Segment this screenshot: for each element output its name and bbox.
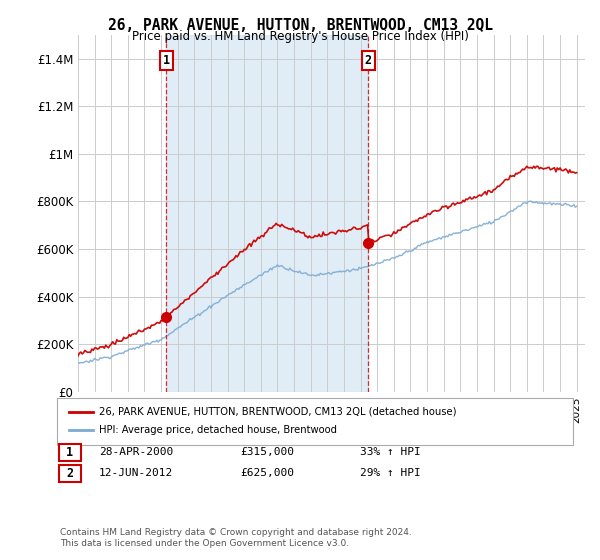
Text: 33% ↑ HPI: 33% ↑ HPI xyxy=(360,447,421,458)
Text: 29% ↑ HPI: 29% ↑ HPI xyxy=(360,468,421,478)
Text: 26, PARK AVENUE, HUTTON, BRENTWOOD, CM13 2QL: 26, PARK AVENUE, HUTTON, BRENTWOOD, CM13… xyxy=(107,18,493,33)
Text: HPI: Average price, detached house, Brentwood: HPI: Average price, detached house, Bren… xyxy=(99,424,337,435)
Bar xyxy=(166,35,368,392)
Text: £625,000: £625,000 xyxy=(240,468,294,478)
Text: Price paid vs. HM Land Registry's House Price Index (HPI): Price paid vs. HM Land Registry's House … xyxy=(131,30,469,43)
Text: 1: 1 xyxy=(67,446,73,459)
Text: 2: 2 xyxy=(365,54,371,67)
Text: Contains HM Land Registry data © Crown copyright and database right 2024.
This d: Contains HM Land Registry data © Crown c… xyxy=(60,528,412,548)
Text: 26, PARK AVENUE, HUTTON, BRENTWOOD, CM13 2QL (detached house): 26, PARK AVENUE, HUTTON, BRENTWOOD, CM13… xyxy=(99,407,457,417)
Text: 12-JUN-2012: 12-JUN-2012 xyxy=(99,468,173,478)
Text: £315,000: £315,000 xyxy=(240,447,294,458)
Text: 28-APR-2000: 28-APR-2000 xyxy=(99,447,173,458)
Text: 1: 1 xyxy=(163,54,170,67)
Text: 2: 2 xyxy=(67,466,73,480)
